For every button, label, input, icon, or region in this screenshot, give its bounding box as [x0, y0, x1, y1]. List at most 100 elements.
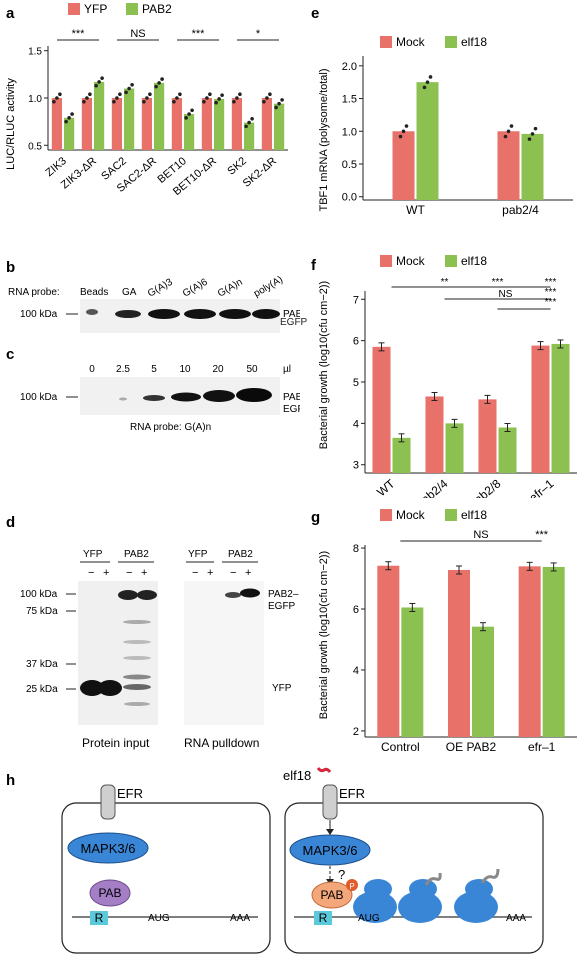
panel-c-vol-4: 20 — [212, 364, 224, 375]
panel-d-yfp-label: YFP — [272, 683, 292, 694]
panel-d-sign-4: + — [141, 567, 147, 579]
chart-a-sig-label-2: *** — [192, 28, 206, 40]
chart-a-dot-0-1-2 — [70, 112, 74, 116]
chart-a-dot-1-0-1 — [85, 96, 89, 100]
panel-c-svg: c 0 2.5 5 10 20 50 µl 100 kDa PAB2– EGFP… — [6, 346, 314, 433]
legend-swatch-mock-e — [380, 36, 392, 48]
chart-a-dot-1-1-0 — [94, 83, 98, 88]
efr-label-right: EFR — [339, 786, 365, 801]
panel-b-band-label-2: EGFP — [280, 317, 308, 328]
panel-b-lane-ga3: G(A)3 — [146, 277, 175, 300]
aug-label-left: AUG — [148, 913, 170, 924]
panel-c-band-3 — [171, 392, 201, 402]
pab-right — [311, 881, 353, 909]
panel-d-caption-right: RNA pulldown — [184, 736, 259, 750]
ribosome-3-small — [465, 879, 493, 899]
elf18-peptide-icon — [316, 767, 332, 773]
panel-d-membrane-left — [78, 581, 158, 725]
chart-a-dot-1-1-1 — [97, 80, 101, 84]
chart-e-dot-0-0-1 — [401, 129, 406, 134]
mapk-left — [67, 832, 149, 864]
chart-e-ytick-label-1: 0.5 — [342, 159, 357, 171]
chart-a-dot-7-1-0 — [274, 105, 278, 110]
chart-e-dot-0-1-1 — [425, 80, 430, 84]
chart-e-ytick-label-0: 0.0 — [342, 192, 357, 204]
efr-label-left: EFR — [117, 786, 143, 801]
chart-a-dot-0-1-0 — [64, 119, 68, 124]
legend-label-mock-e: Mock — [396, 35, 426, 49]
chart-a-dot-7-0-2 — [268, 92, 272, 97]
chart-a-dot-2-0-2 — [118, 92, 122, 97]
panel-b-band-beads — [86, 309, 98, 315]
chart-a-bar-4-1 — [184, 114, 195, 150]
chart-e-bar-0-0 — [392, 131, 415, 200]
chart-e-dot-0-0-0 — [398, 134, 403, 139]
panel-c-band-5 — [236, 388, 272, 402]
panel-d-band-smear-4 — [123, 674, 151, 680]
panel-f-letter: f — [311, 257, 317, 274]
panel-b-lane-beads: Beads — [80, 287, 108, 298]
chart-a-dot-6-0-2 — [238, 92, 242, 97]
panel-b-marker: 100 kDa — [20, 309, 58, 320]
chart-a-dot-3-1-2 — [160, 77, 164, 81]
chart-g-xtick-label-0: Control — [381, 740, 420, 754]
legend-label-elf18-g: elf18 — [461, 508, 487, 522]
mapk-label-left: MAPK3/6 — [81, 841, 136, 856]
legend-swatch-mock-f — [380, 255, 392, 267]
chart-a-bar-6-0 — [231, 98, 242, 150]
panel-d-band-smear-6 — [124, 702, 150, 706]
chart-a-dot-6-1-1 — [247, 120, 251, 125]
chart-g-ytick-label-2: 6 — [353, 604, 359, 616]
panel-d-sign-1: − — [88, 567, 94, 579]
panel-d-membrane-right — [184, 581, 264, 725]
panel-d-sign-7: − — [230, 567, 236, 579]
chart-a-bar-3-0 — [141, 98, 152, 150]
chart-a-dot-5-1-2 — [220, 93, 224, 97]
panel-c-band-4 — [203, 390, 235, 402]
ribosome-3 — [454, 891, 498, 923]
arrow-head-efr-mapk — [326, 829, 334, 835]
chart-a-dot-4-0-2 — [178, 92, 182, 97]
chart-a-dot-1-1-2 — [100, 76, 104, 80]
panel-b-band-ga3 — [148, 309, 180, 319]
chart-g-sig-label-0: NS — [473, 529, 488, 541]
chart-a-dot-7-1-2 — [280, 98, 284, 102]
panel-h-diagram: h EFR MAPK3/6 R PAB AUG AAA elf18 EFR MA… — [6, 767, 544, 954]
panel-a-letter: a — [6, 5, 15, 22]
panel-d-blot: d YFP PAB2 YFP PAB2 − + − + − + − + 100 … — [0, 514, 305, 760]
chart-f-bar-1-1 — [445, 423, 464, 473]
panel-d-band-pab2-input-1 — [118, 590, 138, 600]
chart-e-ytick-label-4: 2.0 — [342, 61, 357, 73]
chart-e-ytick-label-3: 1.5 — [342, 94, 357, 106]
panel-d-sign-3: − — [126, 567, 132, 579]
chart-a-bar-6-1 — [244, 122, 255, 150]
panel-c-band-2 — [143, 395, 165, 401]
panel-b-band-polya — [252, 309, 280, 319]
chart-e-dot-1-1-1 — [530, 132, 535, 136]
pab-left — [89, 879, 131, 907]
chart-a-dot-2-1-0 — [124, 90, 128, 95]
chart-f-bar-3-1 — [551, 343, 570, 473]
chart-a-dot-0-0-1 — [55, 96, 59, 100]
chart-a-bar-7-0 — [261, 98, 272, 150]
chart-e-dot-0-1-0 — [422, 85, 427, 90]
chart-f-bar-2-0 — [478, 399, 497, 473]
chart-e-dot-1-0-1 — [506, 129, 511, 134]
chart-f-xtick-label-1: pab2/4 — [413, 476, 450, 498]
cell-left — [61, 802, 271, 954]
panel-g-chart: g Mock elf18 2 4 6 8 Control OE PAB2 efr–1 NS **… — [311, 508, 577, 754]
chart-a-dot-2-1-2 — [130, 82, 134, 87]
panel-c-probe-caption: RNA probe: G(A)n — [130, 422, 211, 433]
chart-f-ytick-label-1: 4 — [353, 418, 359, 430]
chart-g-sig-label-1: *** — [535, 529, 549, 541]
panel-h-letter: h — [6, 772, 15, 789]
chart-g-ytick-label-3: 8 — [353, 543, 359, 555]
chart-a-dot-5-0-2 — [208, 92, 212, 97]
chart-a-dot-4-0-1 — [175, 96, 179, 100]
chart-a-sig-label-1: NS — [130, 28, 145, 40]
panel-d-sign-5: − — [192, 567, 198, 579]
panel-d-band-smear-5 — [123, 684, 151, 690]
